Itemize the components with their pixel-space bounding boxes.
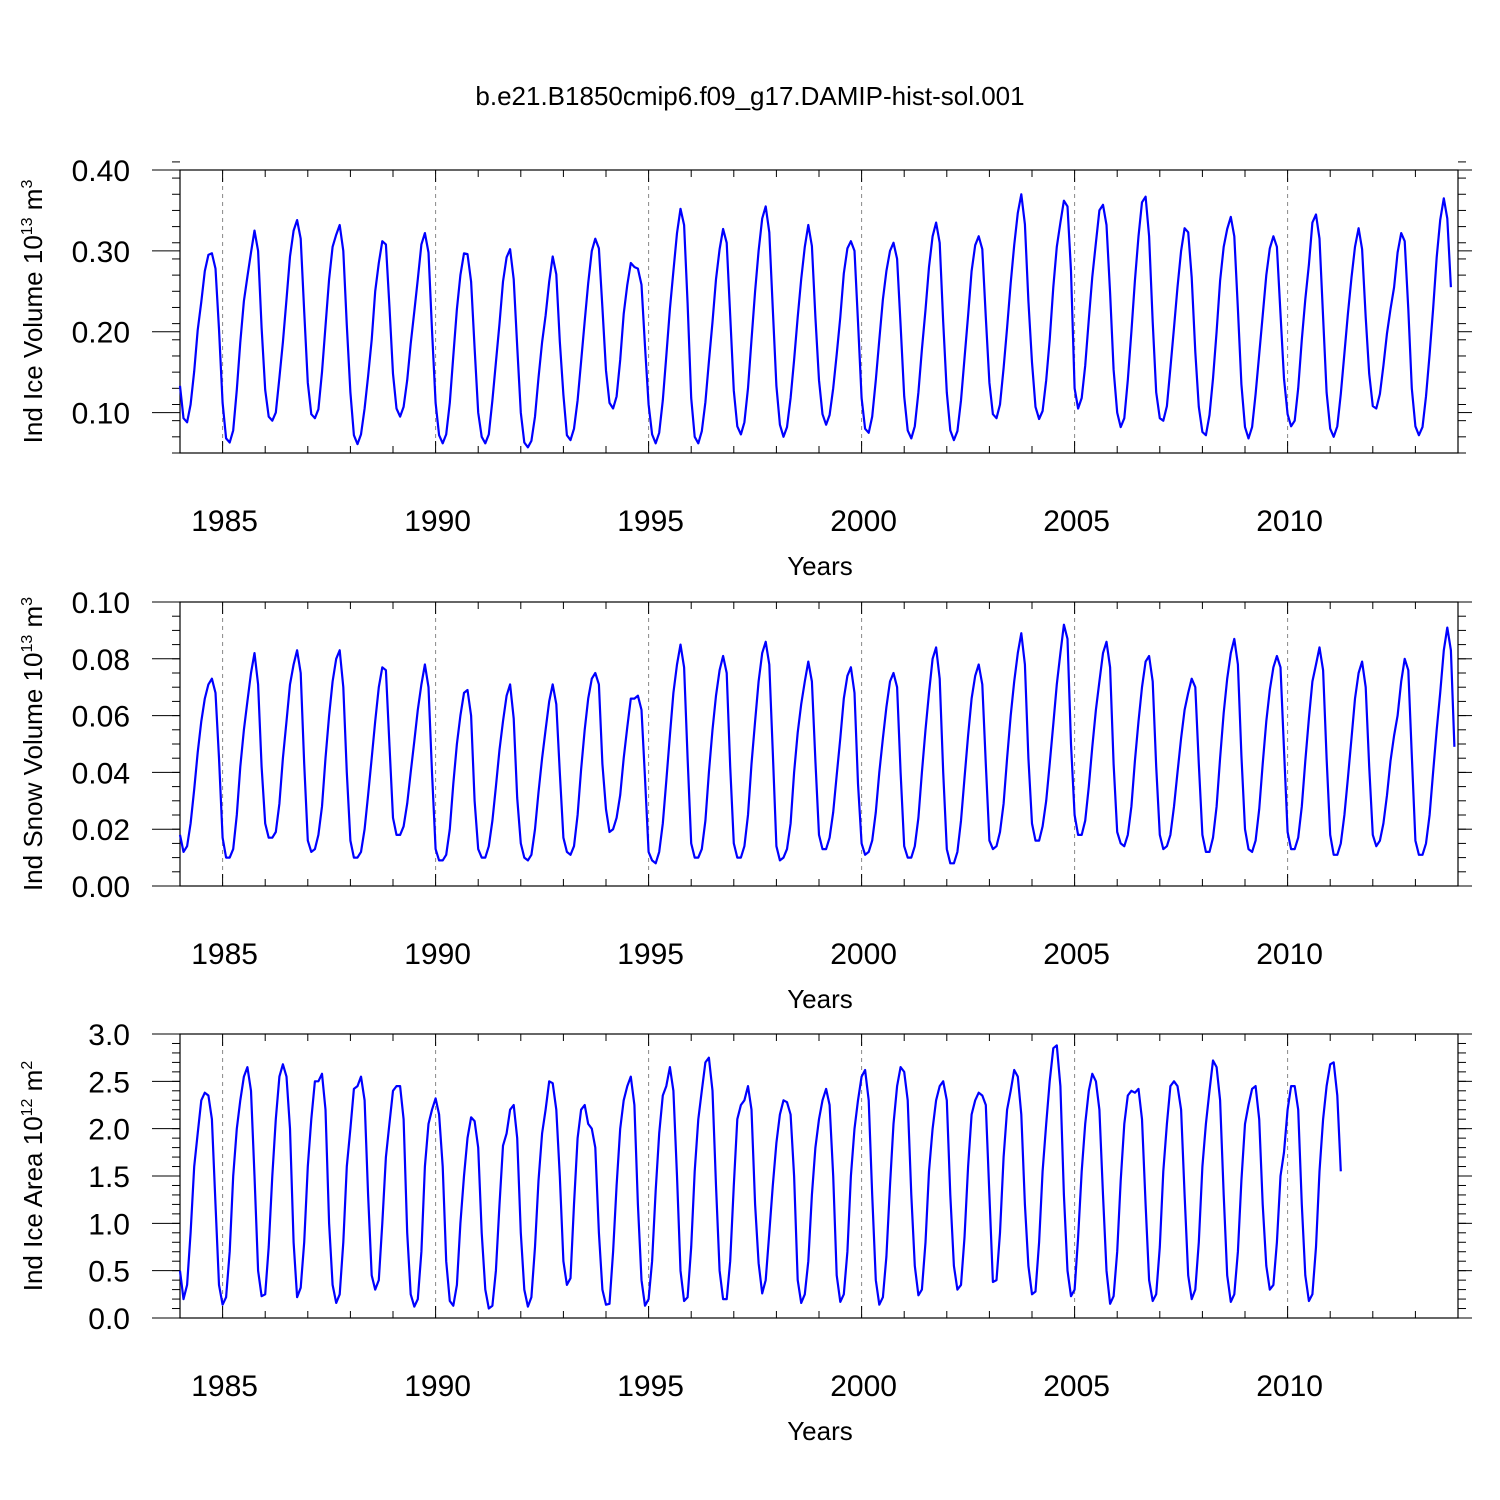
y-tick-label: 0.02 [72, 814, 130, 847]
x-tick-label: 1995 [617, 938, 684, 971]
panel-ice-area: 0.0 0.5 1.0 1.5 2.0 2.5 3.0 1985 1990 1995 2000 200… [18, 1019, 1472, 1446]
x-tick-label: 1985 [191, 1370, 258, 1403]
x-tick-label: 2010 [1256, 938, 1323, 971]
y-axis-label: Ind Ice Area 1012 m2 [18, 1061, 48, 1292]
y-tick-label: 0.06 [72, 701, 130, 734]
x-tick-label: 1990 [404, 1370, 471, 1403]
y-tick-label: 0.5 [88, 1256, 130, 1289]
y-tick-label: 0.00 [72, 871, 130, 904]
y-tick-label: 0.04 [72, 757, 130, 790]
panel-ice-volume: 0.10 0.20 0.30 0.40 1985 1990 1995 2000 2005 2010… [18, 155, 1472, 581]
x-tick-label: 1990 [404, 938, 471, 971]
x-tick-label: 2000 [830, 505, 897, 538]
x-tick-label: 1995 [617, 505, 684, 538]
y-tick-label: 2.0 [88, 1114, 130, 1147]
x-tick-label: 2000 [830, 1370, 897, 1403]
y-axis-label: Ind Ice Volume 1013 m3 [18, 180, 48, 444]
x-tick-label: 2000 [830, 938, 897, 971]
y-tick-label: 1.0 [88, 1208, 130, 1241]
panel-snow-volume: 0.00 0.02 0.04 0.06 0.08 0.10 1985 1990 1995 2000… [18, 587, 1472, 1014]
x-tick-label: 2005 [1043, 505, 1110, 538]
chart-title: b.e21.B1850cmip6.f09_g17.DAMIP-hist-sol.… [475, 81, 1024, 111]
plot-frame [179, 601, 1459, 887]
y-tick-label: 0.40 [72, 155, 130, 188]
y-tick-label: 0.20 [72, 317, 130, 350]
y-tick-label: 1.5 [88, 1161, 130, 1194]
series-line [178, 1044, 1342, 1310]
x-axis-label: Years [787, 1416, 853, 1446]
x-tick-label: 2010 [1256, 505, 1323, 538]
x-tick-label: 2005 [1043, 938, 1110, 971]
y-tick-label: 0.30 [72, 236, 130, 269]
y-tick-label: 0.08 [72, 644, 130, 677]
x-axis-label: Years [787, 551, 853, 581]
y-axis-label: Ind Snow Volume 1013 m3 [18, 597, 48, 891]
y-tick-label: 0.10 [72, 587, 130, 620]
y-tick-label: 0.10 [72, 398, 130, 431]
series-line [178, 193, 1452, 449]
y-tick-label: 0.0 [88, 1303, 130, 1336]
x-tick-label: 2010 [1256, 1370, 1323, 1403]
x-tick-label: 1995 [617, 1370, 684, 1403]
x-tick-label: 1990 [404, 505, 471, 538]
y-tick-label: 2.5 [88, 1066, 130, 1099]
plot-frame [179, 169, 1459, 454]
x-axis-label: Years [787, 984, 853, 1014]
series-line [178, 623, 1456, 865]
x-tick-label: 1985 [191, 505, 258, 538]
y-tick-label: 3.0 [88, 1019, 130, 1052]
x-tick-label: 2005 [1043, 1370, 1110, 1403]
x-tick-label: 1985 [191, 938, 258, 971]
